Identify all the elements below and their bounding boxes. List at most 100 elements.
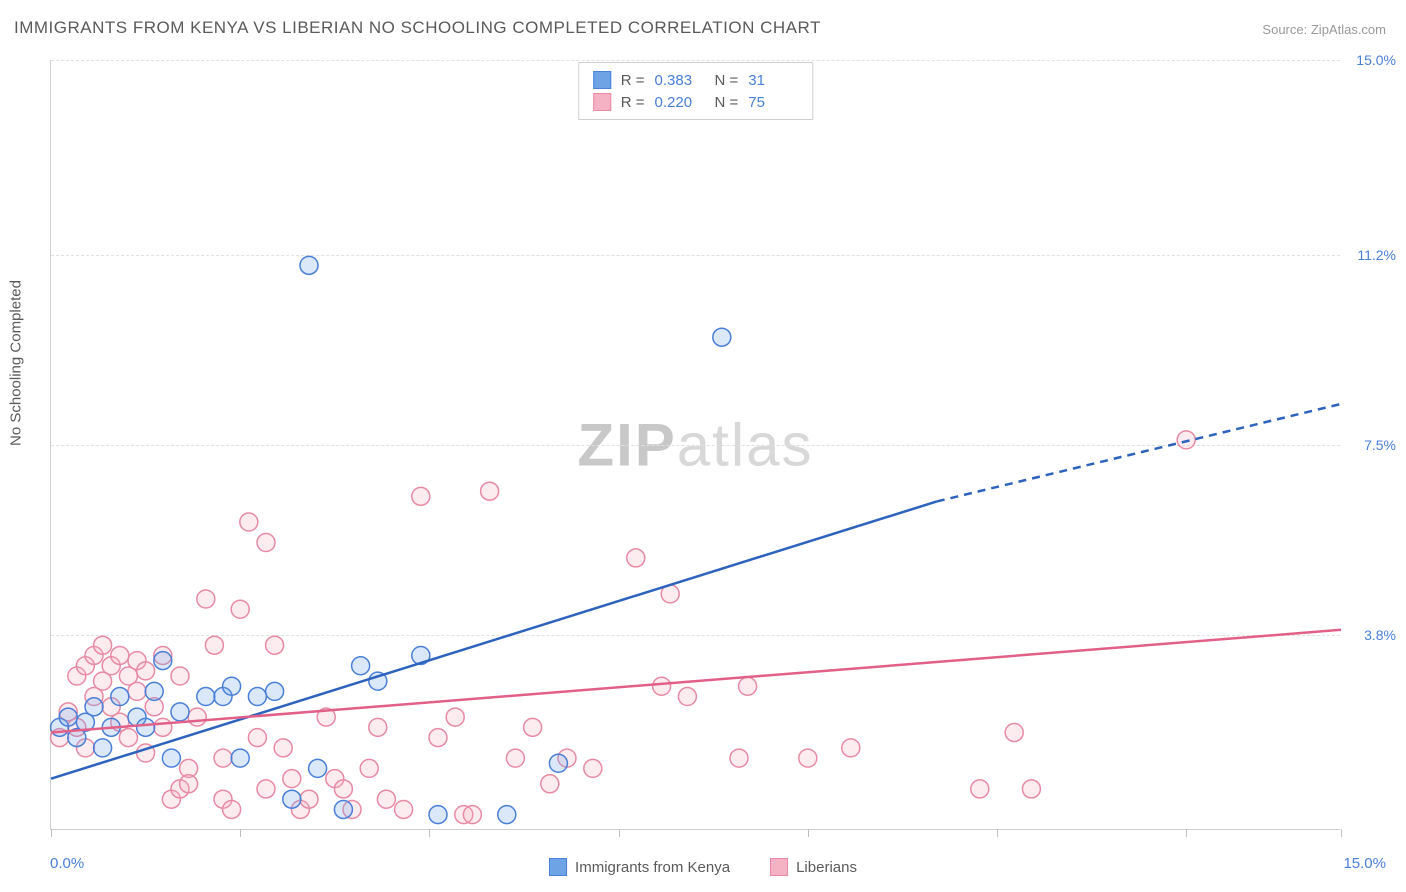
x-tick xyxy=(808,829,809,837)
data-point-liberians xyxy=(429,729,447,747)
data-point-liberians xyxy=(842,739,860,757)
stat-r-label: R = xyxy=(621,94,645,111)
stat-n-label: N = xyxy=(715,94,739,111)
legend-stats-row-liberians: R = 0.220 N = 75 xyxy=(593,91,799,113)
data-point-kenya xyxy=(145,682,163,700)
x-tick xyxy=(1341,829,1342,837)
trendline-dash-kenya xyxy=(937,404,1341,502)
data-point-liberians xyxy=(257,780,275,798)
data-point-liberians xyxy=(971,780,989,798)
data-point-liberians xyxy=(377,790,395,808)
data-point-liberians xyxy=(248,729,266,747)
data-point-liberians xyxy=(154,718,172,736)
data-point-liberians xyxy=(274,739,292,757)
legend-item-kenya: Immigrants from Kenya xyxy=(549,858,730,876)
data-point-liberians xyxy=(412,487,430,505)
data-point-kenya xyxy=(111,688,129,706)
data-point-kenya xyxy=(85,698,103,716)
y-axis-title: No Schooling Completed xyxy=(8,280,25,446)
data-point-liberians xyxy=(369,718,387,736)
data-point-kenya xyxy=(429,806,447,824)
data-point-liberians xyxy=(541,775,559,793)
legend-label-liberians: Liberians xyxy=(796,859,857,876)
data-point-liberians xyxy=(678,688,696,706)
chart-container: IMMIGRANTS FROM KENYA VS LIBERIAN NO SCH… xyxy=(0,0,1406,892)
data-point-kenya xyxy=(713,328,731,346)
bottom-legend: Immigrants from Kenya Liberians xyxy=(549,858,857,876)
data-point-liberians xyxy=(334,780,352,798)
y-tick-label: 3.8% xyxy=(1364,627,1396,643)
data-point-liberians xyxy=(627,549,645,567)
data-point-liberians xyxy=(119,729,137,747)
data-point-kenya xyxy=(549,754,567,772)
data-point-liberians xyxy=(1005,723,1023,741)
y-tick-label: 7.5% xyxy=(1364,437,1396,453)
trendline-liberians xyxy=(51,630,1341,733)
data-point-liberians xyxy=(653,677,671,695)
y-tick-label: 11.2% xyxy=(1357,247,1396,263)
data-point-liberians xyxy=(395,800,413,818)
stat-r-kenya: 0.383 xyxy=(655,72,705,89)
data-point-kenya xyxy=(231,749,249,767)
data-point-liberians xyxy=(481,482,499,500)
data-point-liberians xyxy=(137,662,155,680)
data-point-kenya xyxy=(137,718,155,736)
swatch-kenya-icon xyxy=(549,858,567,876)
stat-n-liberians: 75 xyxy=(748,94,798,111)
data-point-kenya xyxy=(223,677,241,695)
data-point-kenya xyxy=(352,657,370,675)
data-point-liberians xyxy=(739,677,757,695)
data-point-kenya xyxy=(197,688,215,706)
stat-n-kenya: 31 xyxy=(748,72,798,89)
data-point-liberians xyxy=(266,636,284,654)
data-point-liberians xyxy=(1022,780,1040,798)
data-point-liberians xyxy=(730,749,748,767)
data-point-kenya xyxy=(171,703,189,721)
data-point-kenya xyxy=(94,739,112,757)
data-point-kenya xyxy=(498,806,516,824)
data-point-liberians xyxy=(197,590,215,608)
data-point-liberians xyxy=(1177,431,1195,449)
source-attribution: Source: ZipAtlas.com xyxy=(1262,22,1386,37)
data-point-liberians xyxy=(283,770,301,788)
data-point-kenya xyxy=(266,682,284,700)
stat-r-liberians: 0.220 xyxy=(655,94,705,111)
data-point-liberians xyxy=(524,718,542,736)
data-point-kenya xyxy=(283,790,301,808)
data-point-liberians xyxy=(231,600,249,618)
x-tick xyxy=(51,829,52,837)
swatch-kenya xyxy=(593,71,611,89)
data-point-liberians xyxy=(584,759,602,777)
x-axis-origin-label: 0.0% xyxy=(50,855,84,872)
data-point-kenya xyxy=(59,708,77,726)
x-tick xyxy=(997,829,998,837)
data-point-liberians xyxy=(214,749,232,767)
legend-label-kenya: Immigrants from Kenya xyxy=(575,859,730,876)
data-point-liberians xyxy=(171,667,189,685)
x-tick xyxy=(619,829,620,837)
y-tick-label: 15.0% xyxy=(1356,52,1396,68)
chart-title: IMMIGRANTS FROM KENYA VS LIBERIAN NO SCH… xyxy=(14,18,821,38)
data-point-liberians xyxy=(188,708,206,726)
data-point-kenya xyxy=(248,688,266,706)
data-point-kenya xyxy=(309,759,327,777)
data-point-liberians xyxy=(223,800,241,818)
data-point-liberians xyxy=(257,534,275,552)
data-point-liberians xyxy=(506,749,524,767)
data-point-liberians xyxy=(463,806,481,824)
stat-n-label: N = xyxy=(715,72,739,89)
data-point-liberians xyxy=(205,636,223,654)
data-point-liberians xyxy=(111,646,129,664)
source-name: ZipAtlas.com xyxy=(1311,22,1386,37)
x-tick xyxy=(429,829,430,837)
data-point-liberians xyxy=(94,636,112,654)
legend-stats-box: R = 0.383 N = 31 R = 0.220 N = 75 xyxy=(578,62,814,120)
stat-r-label: R = xyxy=(621,72,645,89)
x-tick xyxy=(1186,829,1187,837)
data-point-kenya xyxy=(334,800,352,818)
data-point-kenya xyxy=(300,256,318,274)
data-point-liberians xyxy=(360,759,378,777)
legend-item-liberians: Liberians xyxy=(770,858,857,876)
data-point-liberians xyxy=(300,790,318,808)
source-label: Source: xyxy=(1262,22,1307,37)
